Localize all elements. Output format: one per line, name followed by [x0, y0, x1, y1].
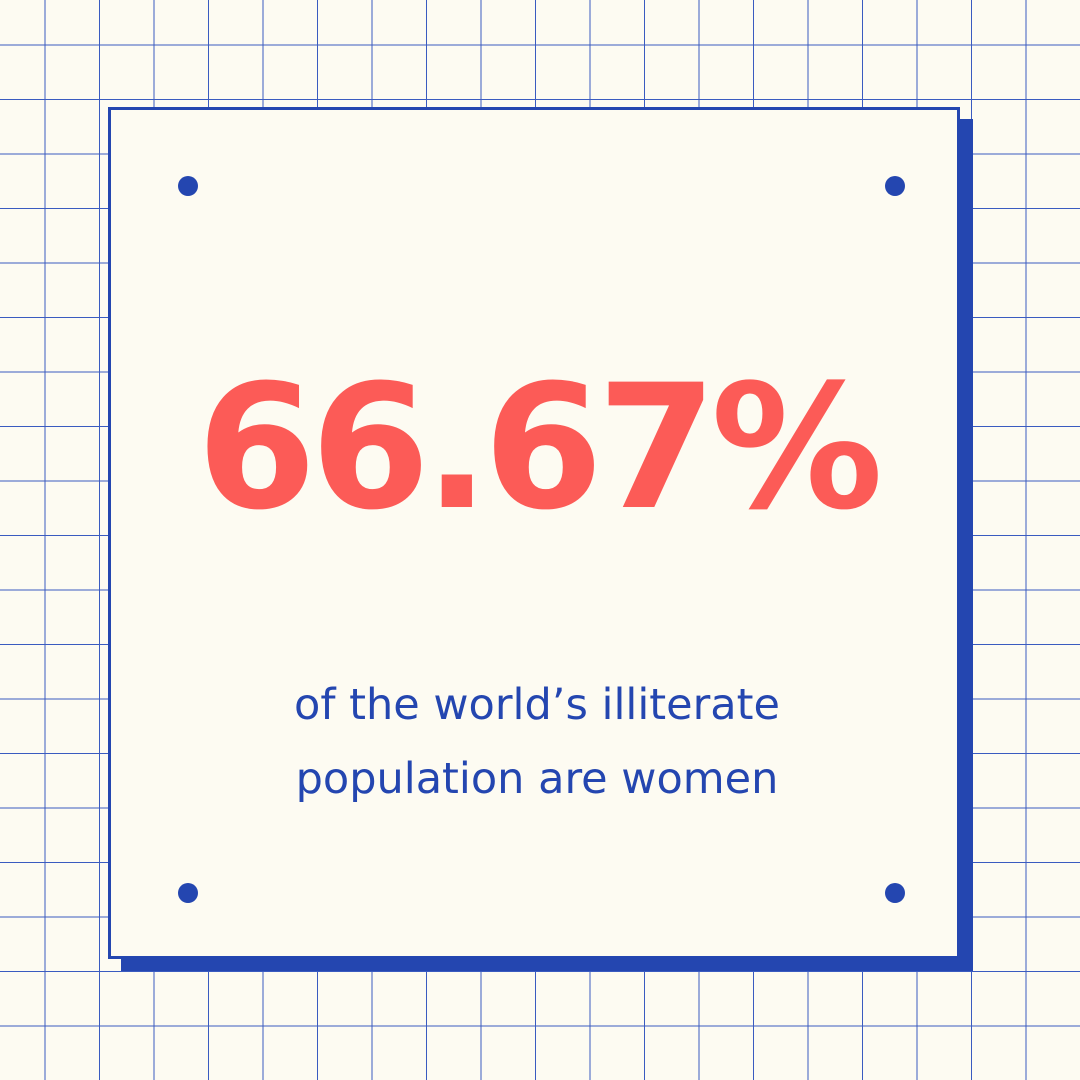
stat-value: 66.67%	[196, 347, 883, 548]
corner-dot-bottom-right	[885, 883, 905, 903]
corner-dot-bottom-left	[178, 883, 198, 903]
stat-card: 66.67% of the world’s illiterate populat…	[108, 107, 960, 959]
stat-caption: of the world’s illiterate population are…	[111, 668, 963, 816]
corner-dot-top-right	[885, 176, 905, 196]
caption-line-1: of the world’s illiterate	[294, 680, 780, 730]
caption-line-2: population are women	[295, 754, 779, 804]
corner-dot-top-left	[178, 176, 198, 196]
